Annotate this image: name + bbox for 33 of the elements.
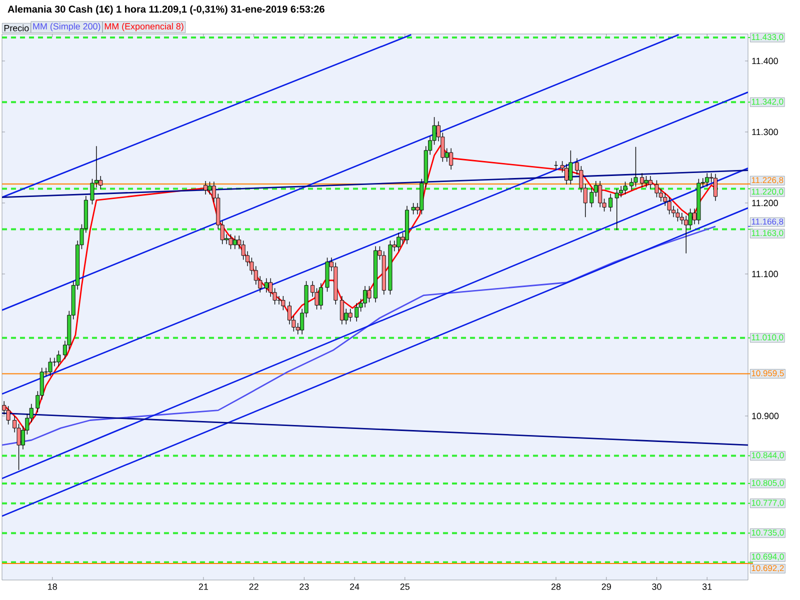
ref-line-label: 10.735,0 bbox=[752, 530, 784, 537]
y-tick-label: 11.200 bbox=[752, 200, 778, 206]
x-tick-label: 31 bbox=[702, 584, 712, 590]
y-tick-label: 10.900 bbox=[752, 412, 779, 420]
ref-line-label: 11.433,0 bbox=[752, 34, 784, 42]
x-tick-label: 30 bbox=[652, 584, 662, 590]
text: Precio bbox=[4, 24, 29, 32]
text: MM (Simple 200) bbox=[33, 22, 100, 32]
x-tick-label: 28 bbox=[551, 584, 561, 590]
ref-line-label: 11.342,0 bbox=[752, 98, 784, 106]
ref-line-label: 10.844,0 bbox=[752, 452, 784, 460]
ref-line-label: 10.694,0 bbox=[752, 554, 784, 561]
ref-line-label: 10.959,5 bbox=[752, 370, 784, 378]
text: MM (Exponencial 8) bbox=[104, 22, 184, 32]
ref-line-label: 10.692,2 bbox=[752, 565, 784, 572]
ref-line-label: 10.805,0 bbox=[752, 480, 784, 487]
chart-title: Alemania 30 Cash (1€) 1 hora 11.209,1 (-0,31%) 31-ene-2019 6:53:26 bbox=[8, 5, 324, 15]
x-tick-label: 23 bbox=[300, 584, 309, 590]
ref-line-label: 11.010,0 bbox=[752, 334, 784, 342]
ref-line-label: 11.163,0 bbox=[752, 230, 784, 238]
x-tick-label: 24 bbox=[350, 584, 360, 590]
y-tick-label: 11.400 bbox=[752, 58, 778, 64]
ref-line-label: 11.220,0 bbox=[752, 188, 784, 196]
y-tick-label: 11.300 bbox=[752, 128, 778, 136]
x-tick-label: 29 bbox=[602, 584, 611, 590]
ref-line-label: 10.777,0 bbox=[752, 500, 784, 507]
x-tick-label: 25 bbox=[400, 584, 410, 590]
text: 11.166,8 bbox=[752, 218, 784, 226]
y-tick-label: 11.100 bbox=[752, 270, 778, 278]
ref-line-label: 11.226,8 bbox=[752, 177, 784, 184]
x-tick-label: 21 bbox=[198, 584, 208, 590]
x-tick-label: 22 bbox=[249, 584, 258, 590]
x-tick-label: 18 bbox=[48, 584, 57, 590]
